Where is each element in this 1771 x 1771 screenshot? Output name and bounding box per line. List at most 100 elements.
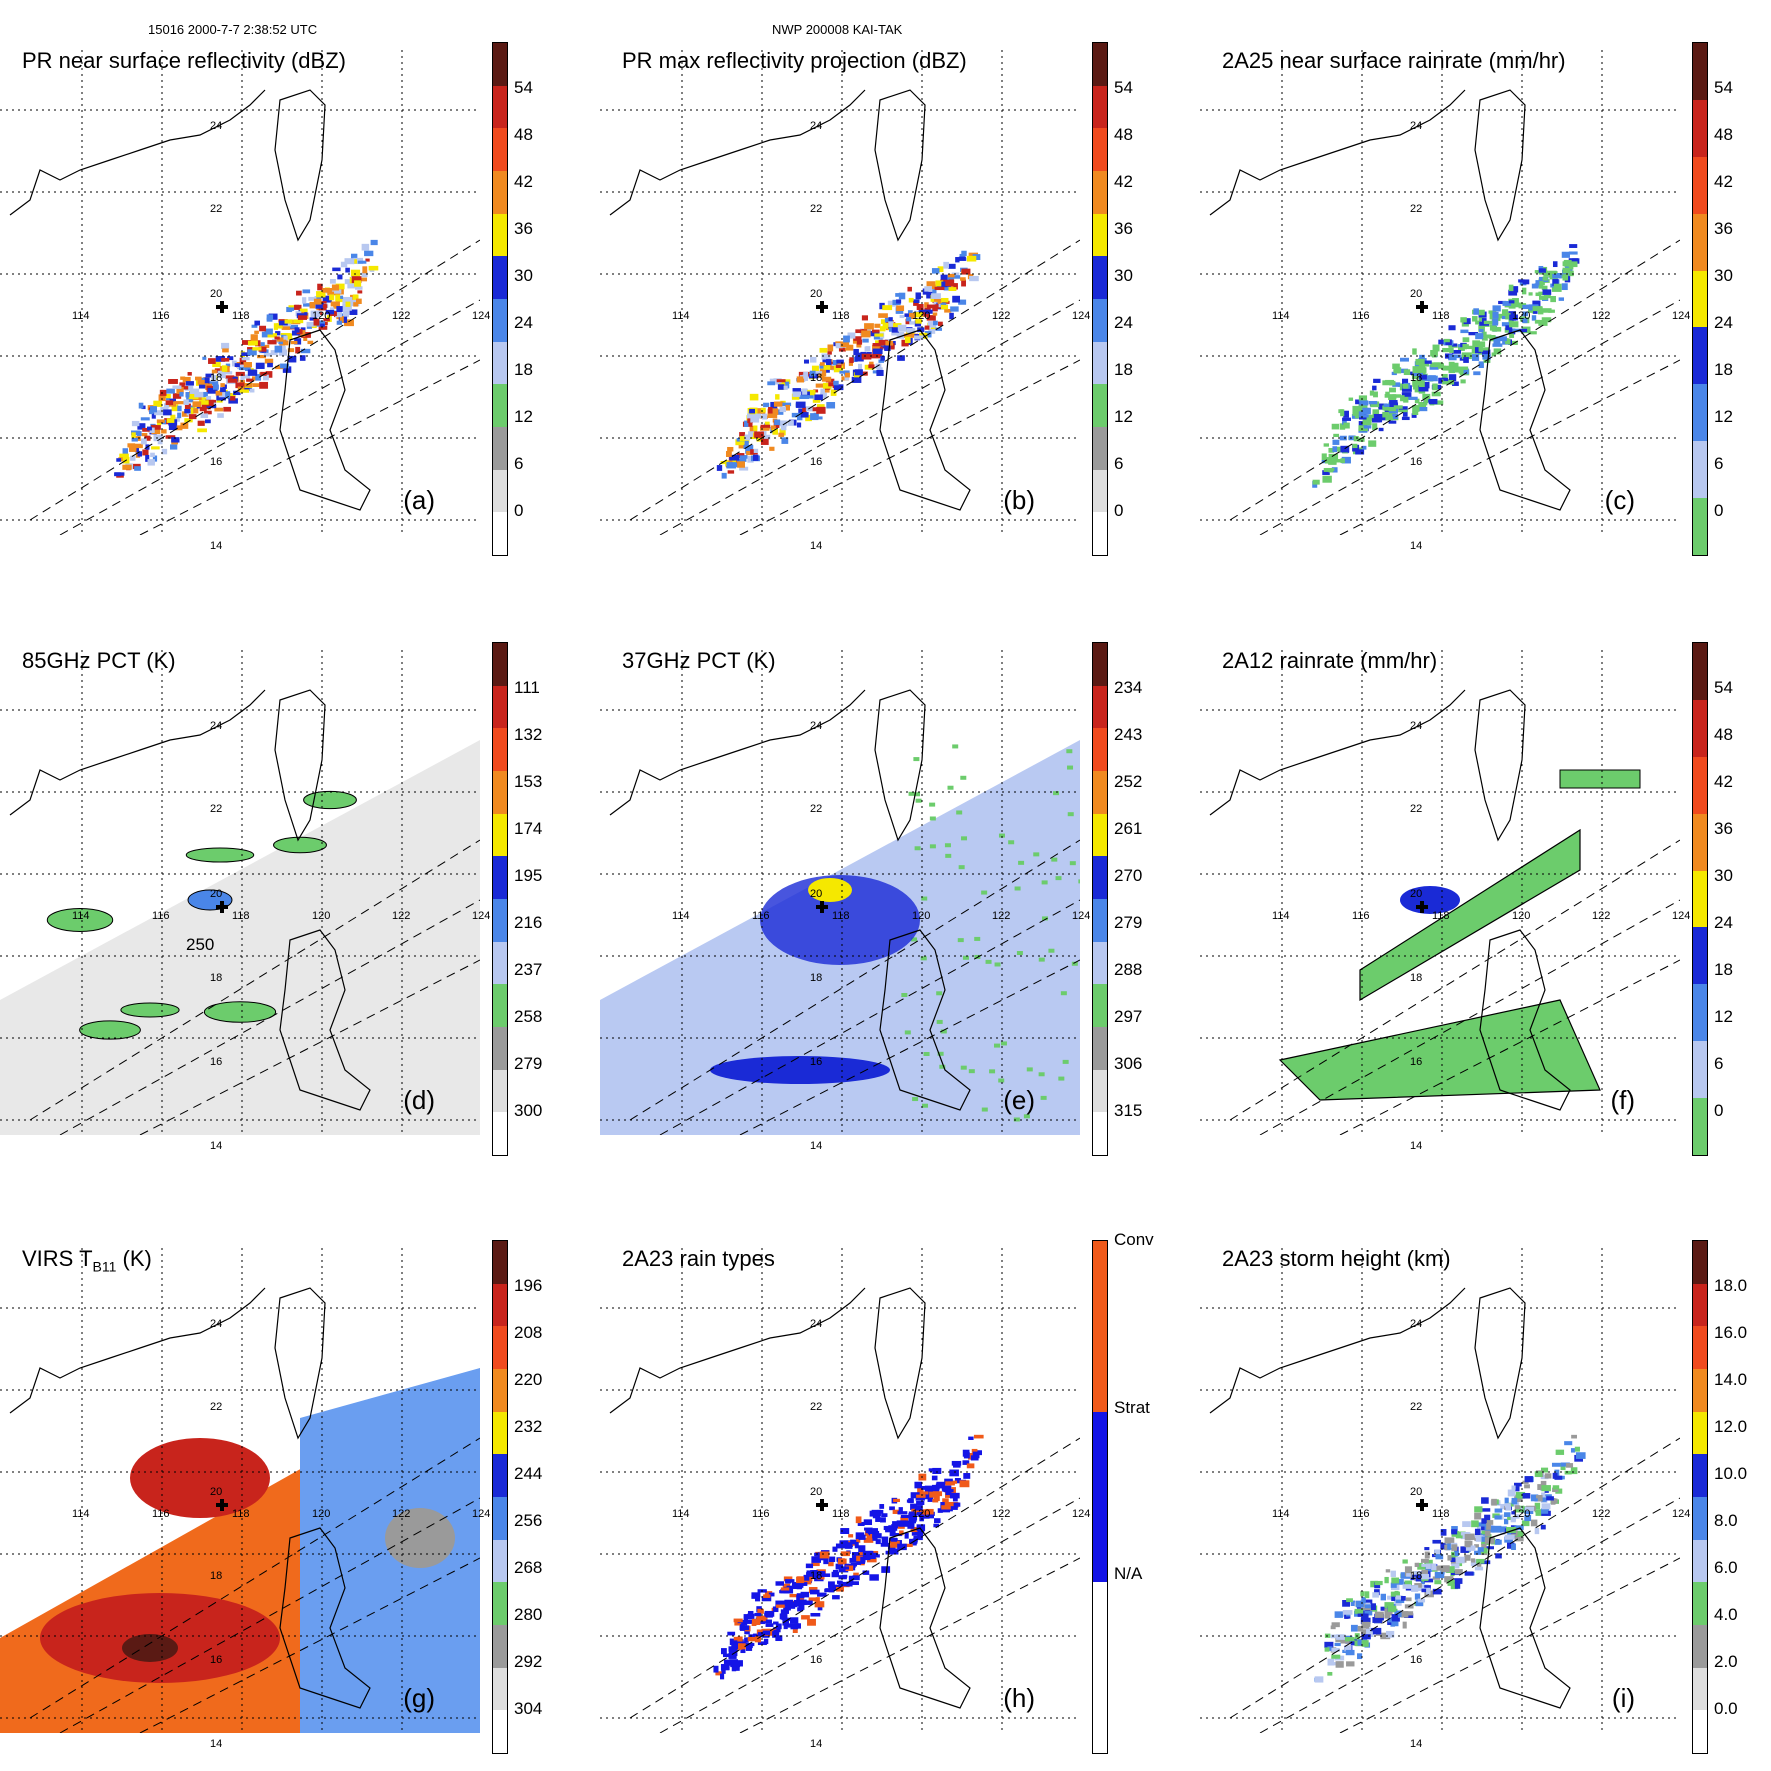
field-pixel: [335, 310, 342, 318]
field-pixel: [900, 1516, 909, 1521]
field-pixel: [865, 1528, 876, 1534]
swath-edge-line: [659, 899, 1080, 1135]
field-pixel: [1042, 916, 1049, 921]
field-pixel: [1415, 358, 1425, 366]
field-pixel: [1468, 345, 1478, 350]
field-pixel: [1387, 1618, 1392, 1623]
china-coastline: [1209, 89, 1466, 216]
longitude-label: 116: [752, 910, 770, 922]
field-pixel: [1340, 458, 1345, 464]
field-pixel: [309, 301, 316, 309]
colorbar-tick-label: 36: [1714, 219, 1733, 238]
field-pixel: [288, 305, 294, 309]
field-pixel: [173, 425, 183, 431]
field-pixel: [351, 276, 362, 284]
field-pixel: [914, 335, 924, 340]
field-pixel: [244, 383, 253, 387]
field-pixel: [1463, 318, 1471, 325]
colorbar-segment: [493, 341, 507, 387]
field-pixel: [910, 1492, 921, 1499]
field-pixel: [1389, 380, 1396, 386]
field-pixel: [147, 459, 155, 466]
field-pixel: [1421, 1573, 1430, 1580]
field-pixel: [1495, 1553, 1502, 1559]
field-pixel: [1350, 1638, 1357, 1646]
field-pixel: [1451, 1529, 1458, 1535]
field-pixel: [1488, 310, 1497, 314]
heavy-rain-core: [1400, 886, 1460, 914]
field-pixel: [949, 1469, 959, 1477]
field-pixel: [1404, 1613, 1414, 1619]
field-pixel: [750, 417, 760, 423]
colorbar-tick-label: 8.0: [1714, 1511, 1738, 1530]
field-pixel: [170, 414, 176, 420]
latitude-label: 18: [810, 372, 823, 384]
field-pixel: [929, 1491, 936, 1498]
field-pixel: [817, 1592, 827, 1597]
panel-label: (i): [1611, 1683, 1635, 1713]
longitude-label: 124: [1072, 910, 1091, 922]
colorbar-tick-label: 12.0: [1714, 1417, 1748, 1436]
cold-cloud-core: [130, 1438, 270, 1518]
longitude-label: 118: [1432, 910, 1450, 922]
field-pixel: [127, 443, 136, 448]
field-pixel: [1493, 336, 1501, 344]
field-pixel: [1372, 1592, 1379, 1598]
field-pixel: [1461, 352, 1472, 360]
field-pixel: [225, 363, 231, 368]
colorbar-segment: [493, 299, 507, 345]
field-pixel: [1455, 1531, 1466, 1539]
field-pixel: [893, 1533, 903, 1537]
panel-d: 85GHz PCT (K) 250 114 116 118 120 122 124 24 22 20…: [0, 620, 542, 1156]
field-pixel: [1557, 274, 1566, 279]
field-pixel: [738, 443, 748, 449]
field-pixel: [897, 1543, 907, 1551]
colorbar-segment: [493, 128, 507, 174]
field-pixel: [1480, 1508, 1491, 1512]
colorbar-tick-label: 132: [514, 725, 543, 744]
field-pixel: [863, 1519, 873, 1526]
longitude-label: 120: [1512, 910, 1531, 922]
field-pixel: [153, 434, 163, 442]
field-pixel: [1570, 1448, 1576, 1453]
field-pixel: [1562, 267, 1571, 274]
field-pixel: [1444, 1576, 1454, 1583]
field-pixel: [796, 1593, 805, 1599]
field-pixel: [342, 310, 349, 318]
field-pixel: [961, 250, 967, 257]
field-pixel: [1458, 367, 1463, 374]
field-pixel: [907, 286, 912, 292]
field-pixel: [1340, 409, 1345, 417]
field-pixel: [924, 1514, 935, 1519]
luzon-coastline: [1479, 329, 1571, 511]
field-pixel: [1475, 1535, 1483, 1542]
field-pixel: [150, 452, 155, 458]
colorbar: [492, 42, 508, 556]
field-pixel: [300, 348, 311, 354]
panel-label: (a): [403, 485, 435, 515]
colorbar-segment: [493, 1710, 507, 1753]
colorbar-tick-label: 234: [1114, 678, 1143, 697]
field-pixel: [354, 280, 362, 287]
panel-g: VIRS TB11 (K) 114 116 118 120 122 124 24 22 20 18 1…: [0, 1218, 542, 1754]
field-pixel: [1550, 295, 1556, 303]
field-pixel: [204, 377, 210, 384]
field-pixel: [899, 1530, 904, 1536]
colorbar-tick-label: 12: [1714, 407, 1733, 426]
field-pixel: [1483, 359, 1491, 363]
field-pixel: [1364, 1591, 1370, 1599]
field-pixel: [748, 1634, 755, 1639]
china-coastline: [609, 689, 866, 816]
field-pixel: [784, 381, 790, 389]
colorbar-tick-label: 24: [514, 313, 533, 332]
field-pixel: [342, 296, 353, 304]
field-pixel: [757, 1641, 767, 1646]
field-pixel: [911, 1532, 922, 1536]
field-pixel: [924, 1485, 933, 1493]
field-pixel: [830, 389, 837, 396]
swath-edge-line: [59, 1497, 480, 1733]
field-pixel: [1432, 344, 1440, 352]
colorbar-tick-label: 261: [1114, 819, 1143, 838]
field-pixel: [1352, 405, 1361, 413]
field-pixel: [807, 1576, 813, 1582]
